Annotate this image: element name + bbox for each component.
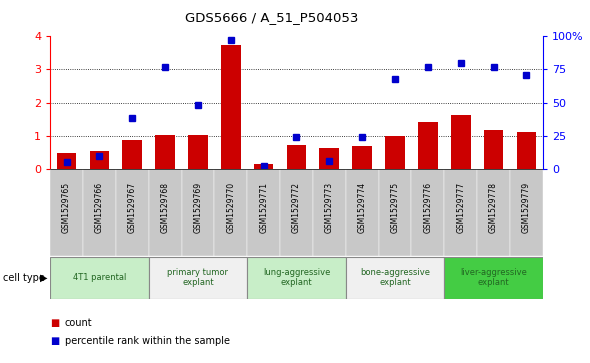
Text: GSM1529769: GSM1529769 bbox=[194, 182, 202, 233]
Text: GSM1529773: GSM1529773 bbox=[325, 182, 334, 233]
Bar bbox=[155, 135, 175, 169]
Text: liver-aggressive
explant: liver-aggressive explant bbox=[460, 268, 527, 287]
Text: GSM1529768: GSM1529768 bbox=[160, 182, 169, 233]
Text: count: count bbox=[65, 318, 93, 328]
Text: GSM1529778: GSM1529778 bbox=[489, 182, 498, 233]
Text: GSM1529765: GSM1529765 bbox=[62, 182, 71, 233]
Text: GSM1529767: GSM1529767 bbox=[128, 182, 137, 233]
Text: GSM1529776: GSM1529776 bbox=[424, 182, 432, 233]
Bar bbox=[379, 169, 411, 256]
Bar bbox=[57, 153, 77, 169]
Text: 4T1 parental: 4T1 parental bbox=[73, 273, 126, 282]
Bar bbox=[444, 257, 543, 299]
Text: GSM1529771: GSM1529771 bbox=[259, 182, 268, 233]
Bar bbox=[83, 169, 116, 256]
Bar bbox=[510, 169, 543, 256]
Bar bbox=[385, 136, 405, 169]
Bar bbox=[254, 164, 274, 169]
Text: ■: ■ bbox=[50, 318, 60, 328]
Text: lung-aggressive
explant: lung-aggressive explant bbox=[263, 268, 330, 287]
Bar bbox=[122, 140, 142, 169]
Text: GSM1529775: GSM1529775 bbox=[391, 182, 399, 233]
Text: GSM1529772: GSM1529772 bbox=[292, 182, 301, 233]
Bar bbox=[50, 257, 149, 299]
Bar bbox=[352, 146, 372, 169]
Bar bbox=[247, 169, 280, 256]
Text: ▶: ▶ bbox=[40, 273, 48, 283]
Bar bbox=[319, 148, 339, 169]
Bar bbox=[346, 257, 444, 299]
Bar bbox=[50, 169, 83, 256]
Text: GSM1529774: GSM1529774 bbox=[358, 182, 366, 233]
Bar bbox=[280, 169, 313, 256]
Text: cell type: cell type bbox=[3, 273, 45, 283]
Bar bbox=[516, 132, 536, 169]
Bar bbox=[313, 169, 346, 256]
Bar bbox=[451, 115, 471, 169]
Bar bbox=[484, 130, 503, 169]
Text: GDS5666 / A_51_P504053: GDS5666 / A_51_P504053 bbox=[185, 11, 358, 24]
Bar bbox=[90, 151, 109, 169]
Bar bbox=[182, 169, 214, 256]
Bar bbox=[477, 169, 510, 256]
Text: GSM1529777: GSM1529777 bbox=[456, 182, 465, 233]
Bar bbox=[411, 169, 444, 256]
Text: bone-aggressive
explant: bone-aggressive explant bbox=[360, 268, 430, 287]
Bar bbox=[287, 144, 306, 169]
Text: GSM1529779: GSM1529779 bbox=[522, 182, 531, 233]
Bar bbox=[188, 135, 208, 169]
Bar bbox=[149, 257, 247, 299]
Bar bbox=[116, 169, 149, 256]
Text: GSM1529770: GSM1529770 bbox=[227, 182, 235, 233]
Bar bbox=[418, 122, 438, 169]
Bar bbox=[149, 169, 182, 256]
Bar bbox=[214, 169, 247, 256]
Text: GSM1529766: GSM1529766 bbox=[95, 182, 104, 233]
Text: ■: ■ bbox=[50, 336, 60, 346]
Bar bbox=[346, 169, 379, 256]
Bar bbox=[444, 169, 477, 256]
Text: percentile rank within the sample: percentile rank within the sample bbox=[65, 336, 230, 346]
Bar bbox=[221, 45, 241, 169]
Bar bbox=[247, 257, 346, 299]
Text: primary tumor
explant: primary tumor explant bbox=[168, 268, 228, 287]
